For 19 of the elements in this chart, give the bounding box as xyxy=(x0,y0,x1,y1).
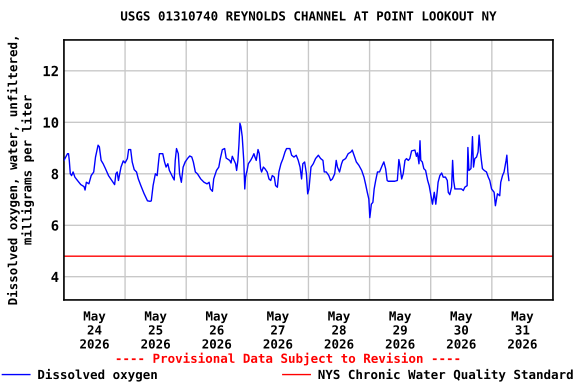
x-tick-label: May 30 2026 xyxy=(446,311,476,349)
legend-label: NYS Chronic Water Quality Standard xyxy=(318,368,573,382)
x-tick-label: May 31 2026 xyxy=(508,311,537,349)
y-tick-label: 12 xyxy=(44,66,58,76)
chart-title: USGS 01310740 REYNOLDS CHANNEL AT POINT LOOKOUT NY xyxy=(120,11,497,21)
y-axis-title: Dissolved oxygen, water, unfiltered, milligrams per liter xyxy=(6,37,34,305)
legend-label: Dissolved oxygen xyxy=(38,368,157,382)
x-tick-label: May 26 2026 xyxy=(202,311,232,349)
x-tick-label: May 28 2026 xyxy=(324,311,354,349)
y-tick-label: 10 xyxy=(44,117,58,128)
y-tick-label: 4 xyxy=(51,272,58,282)
x-tick-label: May 24 2026 xyxy=(80,311,109,349)
x-tick-label: May 25 2026 xyxy=(141,311,170,349)
x-tick-label: May 29 2026 xyxy=(386,311,415,349)
y-tick-label: 6 xyxy=(52,220,58,231)
line-series xyxy=(64,122,510,218)
text: ---- Provisional Data Subject to Revision ---- xyxy=(116,352,460,366)
x-tick-label: May 27 2026 xyxy=(264,311,292,349)
y-tick-label: 8 xyxy=(52,168,58,180)
